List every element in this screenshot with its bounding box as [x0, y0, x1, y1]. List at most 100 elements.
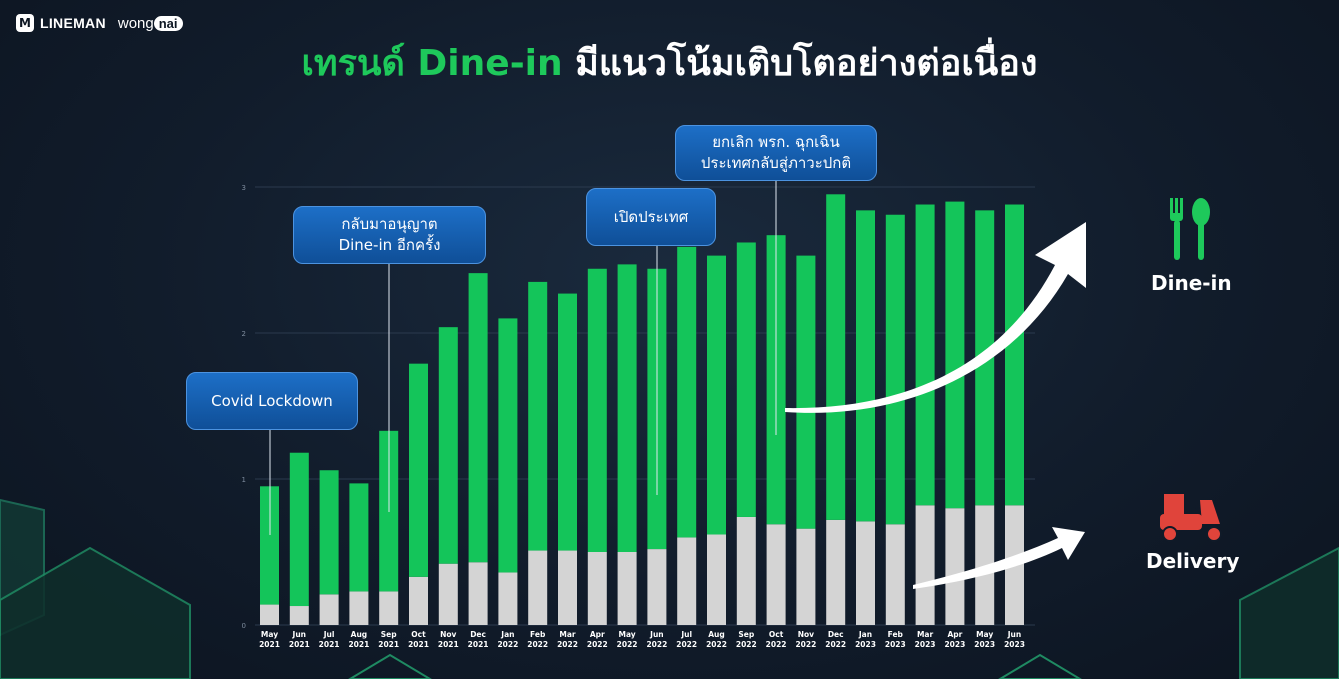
x-tick-label: 2022 — [825, 640, 846, 649]
x-tick-label: 2023 — [915, 640, 936, 649]
lineman-wordmark: LINEMAN — [40, 15, 106, 31]
x-tick-label: Feb — [530, 630, 546, 639]
x-tick-label: 2021 — [259, 640, 280, 649]
wongnai-wordmark: wong nai — [118, 15, 183, 32]
x-tick-label: Dec — [470, 630, 486, 639]
x-tick-label: 2022 — [527, 640, 548, 649]
bar-dinein — [856, 210, 875, 522]
x-tick-label: 2023 — [855, 640, 876, 649]
x-tick-label: 2021 — [378, 640, 399, 649]
bar-dinein — [1005, 204, 1024, 506]
bar-delivery — [677, 537, 697, 625]
bar-dinein — [677, 246, 697, 538]
wongnai-wong: wong — [117, 14, 154, 32]
x-tick-label: 2023 — [1004, 640, 1025, 649]
x-tick-label: 2023 — [885, 640, 906, 649]
background-decoration — [0, 498, 1339, 679]
callout-open-country-text: เปิดประเทศ — [613, 207, 689, 226]
dinein-icon — [1170, 198, 1210, 260]
bar-dinein — [528, 281, 548, 551]
x-tick-label: 2022 — [557, 640, 578, 649]
x-tick-label: Nov — [798, 630, 814, 639]
x-tick-label: Jul — [323, 630, 335, 639]
x-tick-label: Jun — [1007, 630, 1021, 639]
x-tick-label: 2022 — [646, 640, 667, 649]
x-tick-label: 2022 — [766, 640, 787, 649]
callout-open-country: เปิดประเทศ — [586, 188, 716, 246]
x-tick-label: 2021 — [408, 640, 429, 649]
bar-dinein — [617, 264, 637, 552]
title-rest: มีแนวโน้มเติบโตอย่างต่อเนื่อง — [575, 43, 1038, 84]
x-tick-label: May — [261, 630, 278, 639]
x-tick-label: Sep — [738, 630, 754, 639]
bar-dinein — [319, 470, 339, 595]
y-tick-label: 1 — [242, 476, 246, 484]
y-tick-label: 2 — [242, 330, 246, 338]
x-tick-label: 2021 — [468, 640, 489, 649]
x-tick-label: Aug — [708, 630, 725, 639]
dinein-label: Dine-in — [1151, 271, 1232, 295]
callout-emergency-lifted: ยกเลิก พรก. ฉุกเฉิน ประเทศกลับสู่ภาวะปกต… — [675, 125, 877, 181]
x-tick-label: 2022 — [736, 640, 757, 649]
bar-delivery — [468, 562, 488, 625]
bar-delivery — [587, 552, 607, 625]
bar-dinein — [736, 242, 756, 517]
bar-dinein — [260, 486, 279, 605]
x-tick-label: 2021 — [289, 640, 310, 649]
x-tick-label: Nov — [440, 630, 456, 639]
bar-dinein — [438, 327, 458, 564]
x-tick-label: Mar — [917, 630, 934, 639]
x-tick-label: 2022 — [617, 640, 638, 649]
wongnai-nai-badge: nai — [153, 15, 183, 31]
bar-dinein — [826, 194, 846, 520]
bar-delivery — [349, 591, 369, 625]
lineman-logo-icon: M — [16, 14, 34, 32]
x-tick-label: 2022 — [706, 640, 727, 649]
x-tick-label: Jan — [500, 630, 514, 639]
bar-dinein — [945, 201, 965, 509]
x-tick-label: 2022 — [795, 640, 816, 649]
page-title: เทรนด์ Dine-in มีแนวโน้มเติบโตอย่างต่อเน… — [0, 34, 1339, 91]
x-tick-label: Sep — [381, 630, 397, 639]
bar-delivery — [558, 550, 577, 625]
callout-emergency-line2: ประเทศกลับสู่ภาวะปกติ — [700, 154, 852, 172]
bar-delivery — [260, 604, 279, 625]
bar-delivery — [766, 524, 786, 625]
x-tick-label: Jul — [680, 630, 692, 639]
bar-dinein — [349, 483, 369, 592]
x-tick-label: May — [619, 630, 636, 639]
bar-delivery — [379, 591, 399, 625]
x-tick-label: Apr — [590, 630, 605, 639]
bar-dinein — [468, 273, 488, 563]
bar-dinein — [915, 204, 935, 506]
x-tick-label: 2022 — [497, 640, 518, 649]
bar-delivery — [796, 528, 816, 625]
bar-delivery — [826, 519, 846, 625]
brand-logo: M LINEMAN wong nai — [16, 14, 183, 32]
bar-dinein — [498, 318, 518, 573]
x-tick-label: Jun — [649, 630, 663, 639]
callout-covid-lockdown: Covid Lockdown — [186, 372, 358, 430]
bar-delivery — [915, 505, 935, 625]
x-tick-label: Mar — [559, 630, 576, 639]
bar-delivery — [409, 576, 428, 625]
trend-arrows — [785, 222, 1086, 589]
bar-delivery — [498, 572, 518, 625]
x-tick-label: Oct — [769, 630, 784, 639]
x-tick-label: Oct — [411, 630, 426, 639]
title-highlight: เทรนด์ Dine-in — [301, 43, 563, 84]
callout-covid-text: Covid Lockdown — [211, 391, 333, 410]
y-tick-label: 0 — [242, 622, 246, 630]
bar-delivery — [736, 516, 756, 625]
x-tick-label: Aug — [351, 630, 368, 639]
bar-delivery — [617, 552, 637, 625]
bar-delivery — [647, 549, 667, 625]
bar-delivery — [975, 505, 995, 625]
x-tick-label: 2023 — [974, 640, 995, 649]
bar-delivery — [438, 563, 458, 625]
bar-dinein — [885, 214, 905, 525]
x-tick-label: 2021 — [438, 640, 459, 649]
x-tick-label: 2021 — [348, 640, 369, 649]
x-tick-label: 2023 — [944, 640, 965, 649]
